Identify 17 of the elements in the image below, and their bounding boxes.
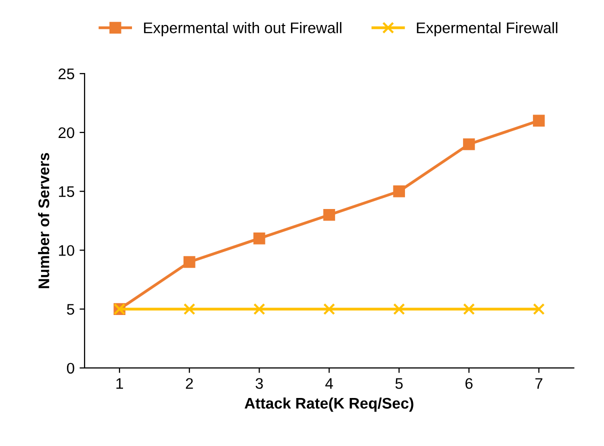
x-tick-label: 1	[116, 378, 124, 389]
x-tick-label: 2	[186, 378, 193, 389]
x-tick-label: 6	[465, 378, 473, 389]
x-tick-label: 4	[325, 378, 333, 389]
y-axis-title: Number of Servers	[38, 153, 50, 288]
legend-label: Expermental with out Firewall	[144, 22, 342, 36]
y-tick-label: 25	[58, 68, 74, 80]
y-tick-label: 5	[66, 304, 74, 315]
x-tick-label: 7	[535, 378, 542, 389]
x-tick-label: 3	[256, 378, 263, 389]
x-tick-label: 5	[395, 378, 403, 389]
legend-label: Expermental Firewall	[416, 22, 558, 36]
y-tick-label: 20	[58, 127, 74, 138]
x-axis-title: Attack Rate(K Req/Sec)	[244, 397, 414, 412]
y-tick-label: 15	[59, 186, 74, 198]
y-tick-label: 0	[66, 362, 74, 374]
y-tick-label: 10	[59, 245, 74, 256]
